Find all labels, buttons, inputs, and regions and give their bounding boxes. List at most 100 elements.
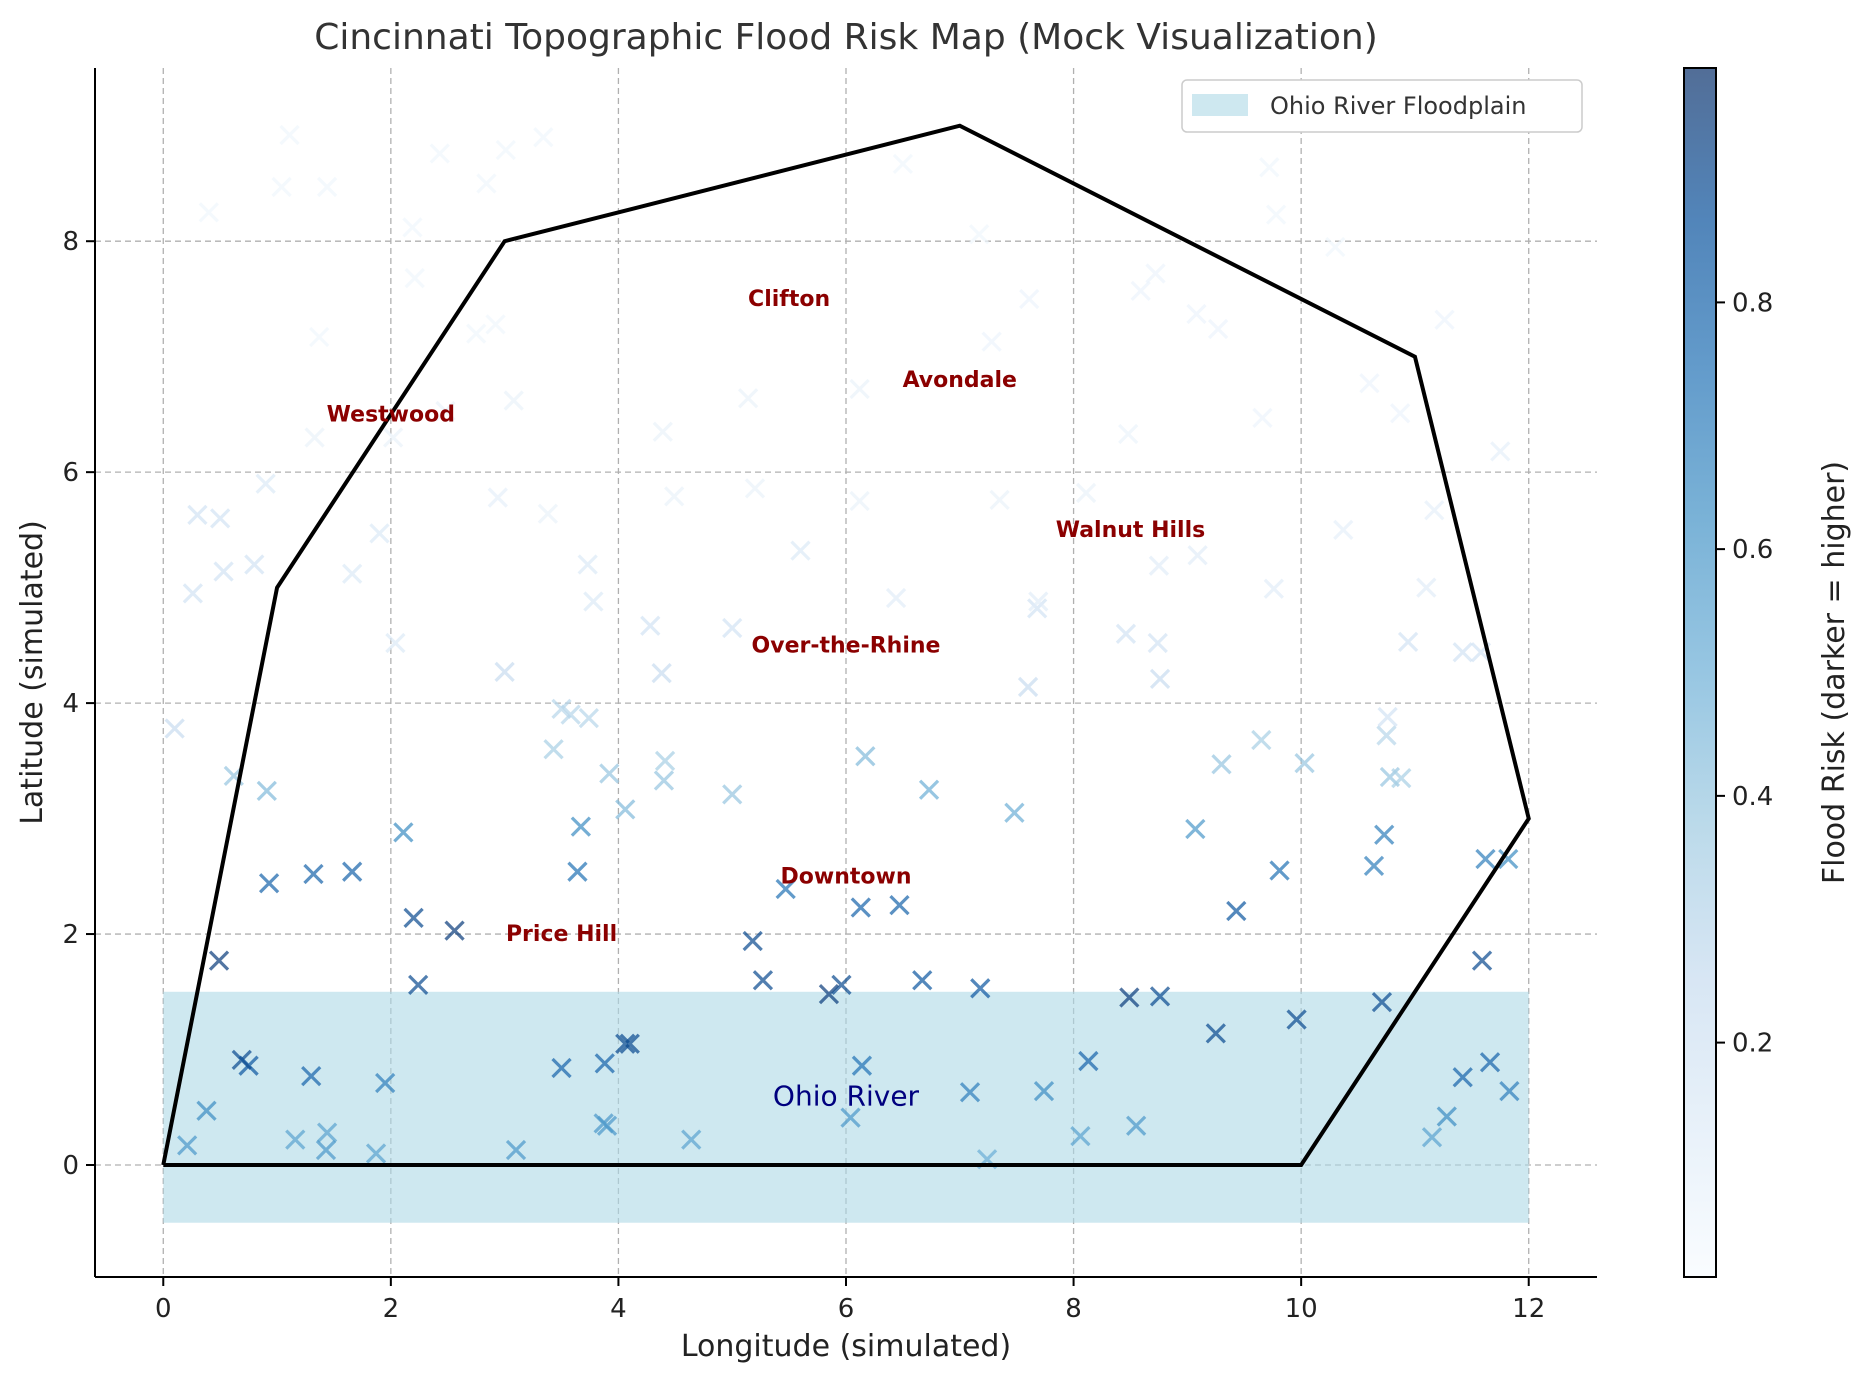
risk-point-marker: [1118, 423, 1139, 445]
risk-point-marker: [285, 1129, 306, 1150]
neighborhood-label: Avondale: [903, 368, 1017, 393]
risk-point-marker: [1452, 642, 1473, 663]
risk-point-marker: [615, 1033, 636, 1054]
risk-point-marker: [495, 139, 516, 161]
risk-point-marker: [196, 1100, 217, 1121]
risk-point-marker: [640, 615, 661, 636]
risk-point-marker: [256, 780, 277, 801]
risk-point-marker: [1185, 818, 1206, 840]
risk-point-marker: [1421, 1127, 1443, 1148]
x-tick-label: 4: [610, 1294, 627, 1324]
colorbar-tick-label: 0.8: [1732, 288, 1773, 318]
floodplain-band: [163, 991, 1529, 1223]
risk-point-marker: [1149, 986, 1171, 1007]
risk-point-marker: [583, 591, 604, 612]
x-tick-label: 2: [383, 1294, 400, 1324]
neighborhood-labels-layer: Clifton Avondale Westwood Walnut Hills Over-…: [327, 287, 1206, 1113]
risk-point-marker: [210, 508, 231, 529]
risk-point-marker: [722, 617, 743, 639]
risk-point-marker: [365, 1143, 387, 1164]
risk-point-marker: [889, 895, 910, 916]
risk-point-marker: [1148, 555, 1170, 576]
x-axis-label: Longitude (simulated): [681, 1329, 1011, 1364]
axes: 0 2 4 6 8 10 12 0 2 4 6 8: [62, 68, 1597, 1324]
risk-point-marker: [485, 314, 506, 335]
risk-point-marker: [738, 388, 759, 409]
risk-point-marker: [1147, 632, 1168, 654]
legend-box: [1181, 79, 1583, 133]
risk-point-marker: [393, 822, 414, 843]
y-tick-label: 6: [62, 458, 79, 488]
risk-point-marker: [385, 632, 406, 654]
risk-point-marker: [989, 489, 1010, 510]
risk-point-marker: [615, 799, 636, 820]
legend: Ohio River Floodplain: [1181, 79, 1583, 133]
risk-point-marker: [1075, 482, 1097, 504]
risk-point-marker: [1416, 577, 1437, 598]
risk-point-marker: [1434, 309, 1455, 330]
risk-point-marker: [892, 153, 914, 174]
risk-point-marker: [444, 920, 465, 941]
risk-point-marker: [849, 490, 870, 512]
y-tick-label: 4: [62, 689, 79, 719]
risk-point-marker: [271, 176, 292, 198]
risk-point-marker: [651, 662, 672, 684]
colorbar-ticks: 0.2 0.4 0.6 0.8: [1716, 288, 1773, 1059]
risk-point-marker: [752, 970, 774, 991]
risk-point-marker: [342, 861, 363, 882]
legend-label-floodplain: Ohio River Floodplain: [1270, 92, 1526, 120]
risk-point-marker: [164, 718, 185, 739]
risk-point-marker: [1078, 1050, 1099, 1072]
neighborhood-label: Clifton: [748, 287, 830, 312]
risk-point-marker: [1475, 848, 1496, 870]
city-boundary-layer: [161, 123, 1531, 1167]
risk-point-marker: [912, 970, 933, 991]
neighborhood-label: Walnut Hills: [1056, 518, 1206, 543]
city-boundary: [161, 123, 1531, 1167]
risk-point-marker: [543, 739, 564, 760]
risk-point-marker: [382, 427, 404, 448]
colorbar-gradient: [1683, 67, 1717, 1278]
risk-point-marker: [1333, 519, 1354, 541]
risk-point-marker: [476, 173, 497, 194]
colorbar-label: Flood Risk (darker = higher): [1817, 461, 1852, 884]
risk-point-marker: [1130, 280, 1151, 301]
risk-point-marker: [315, 1139, 337, 1161]
y-tick-label: 0: [62, 1151, 79, 1181]
risk-point-marker: [198, 202, 219, 223]
risk-point-marker: [1259, 157, 1280, 178]
colorbar: 0.2 0.4 0.6 0.8 Flood Risk (darker = higher…: [1683, 67, 1852, 1278]
risk-point-marker: [744, 478, 766, 499]
neighborhood-label: Over-the-Rhine: [752, 633, 941, 658]
risk-point-marker: [1499, 1080, 1520, 1102]
risk-point-marker: [1397, 631, 1419, 653]
risk-point-marker: [1115, 623, 1137, 644]
risk-point-marker: [435, 400, 456, 422]
risk-point-marker: [1376, 725, 1397, 746]
risk-point-marker: [1286, 1009, 1307, 1030]
risk-point-marker: [1391, 768, 1412, 789]
risk-point-marker: [775, 878, 796, 900]
x-tick-label: 12: [1512, 1294, 1545, 1324]
risk-point-marker: [831, 974, 852, 995]
risk-point-marker: [578, 707, 599, 729]
risk-point-marker: [494, 661, 515, 683]
risk-point-marker: [182, 583, 203, 604]
risk-point-marker: [722, 784, 743, 805]
risk-point-marker: [851, 1055, 873, 1076]
risk-point-marker: [369, 523, 390, 544]
risk-point-marker: [652, 421, 673, 442]
risk-point-marker: [403, 907, 424, 929]
risk-point-marker: [1070, 1125, 1091, 1147]
y-tick-label: 8: [62, 227, 79, 257]
risk-point-marker: [402, 217, 423, 238]
chart-title: Cincinnati Topographic Flood Risk Map (M…: [314, 17, 1378, 58]
risk-point-marker: [599, 763, 620, 784]
risk-point-marker: [213, 561, 234, 582]
risk-point-marker: [681, 1129, 702, 1150]
risk-point-marker: [316, 176, 338, 198]
risk-point-marker: [1028, 591, 1049, 612]
risk-point-marker: [1119, 987, 1140, 1008]
colorbar-tick-label: 0.2: [1732, 1029, 1773, 1059]
